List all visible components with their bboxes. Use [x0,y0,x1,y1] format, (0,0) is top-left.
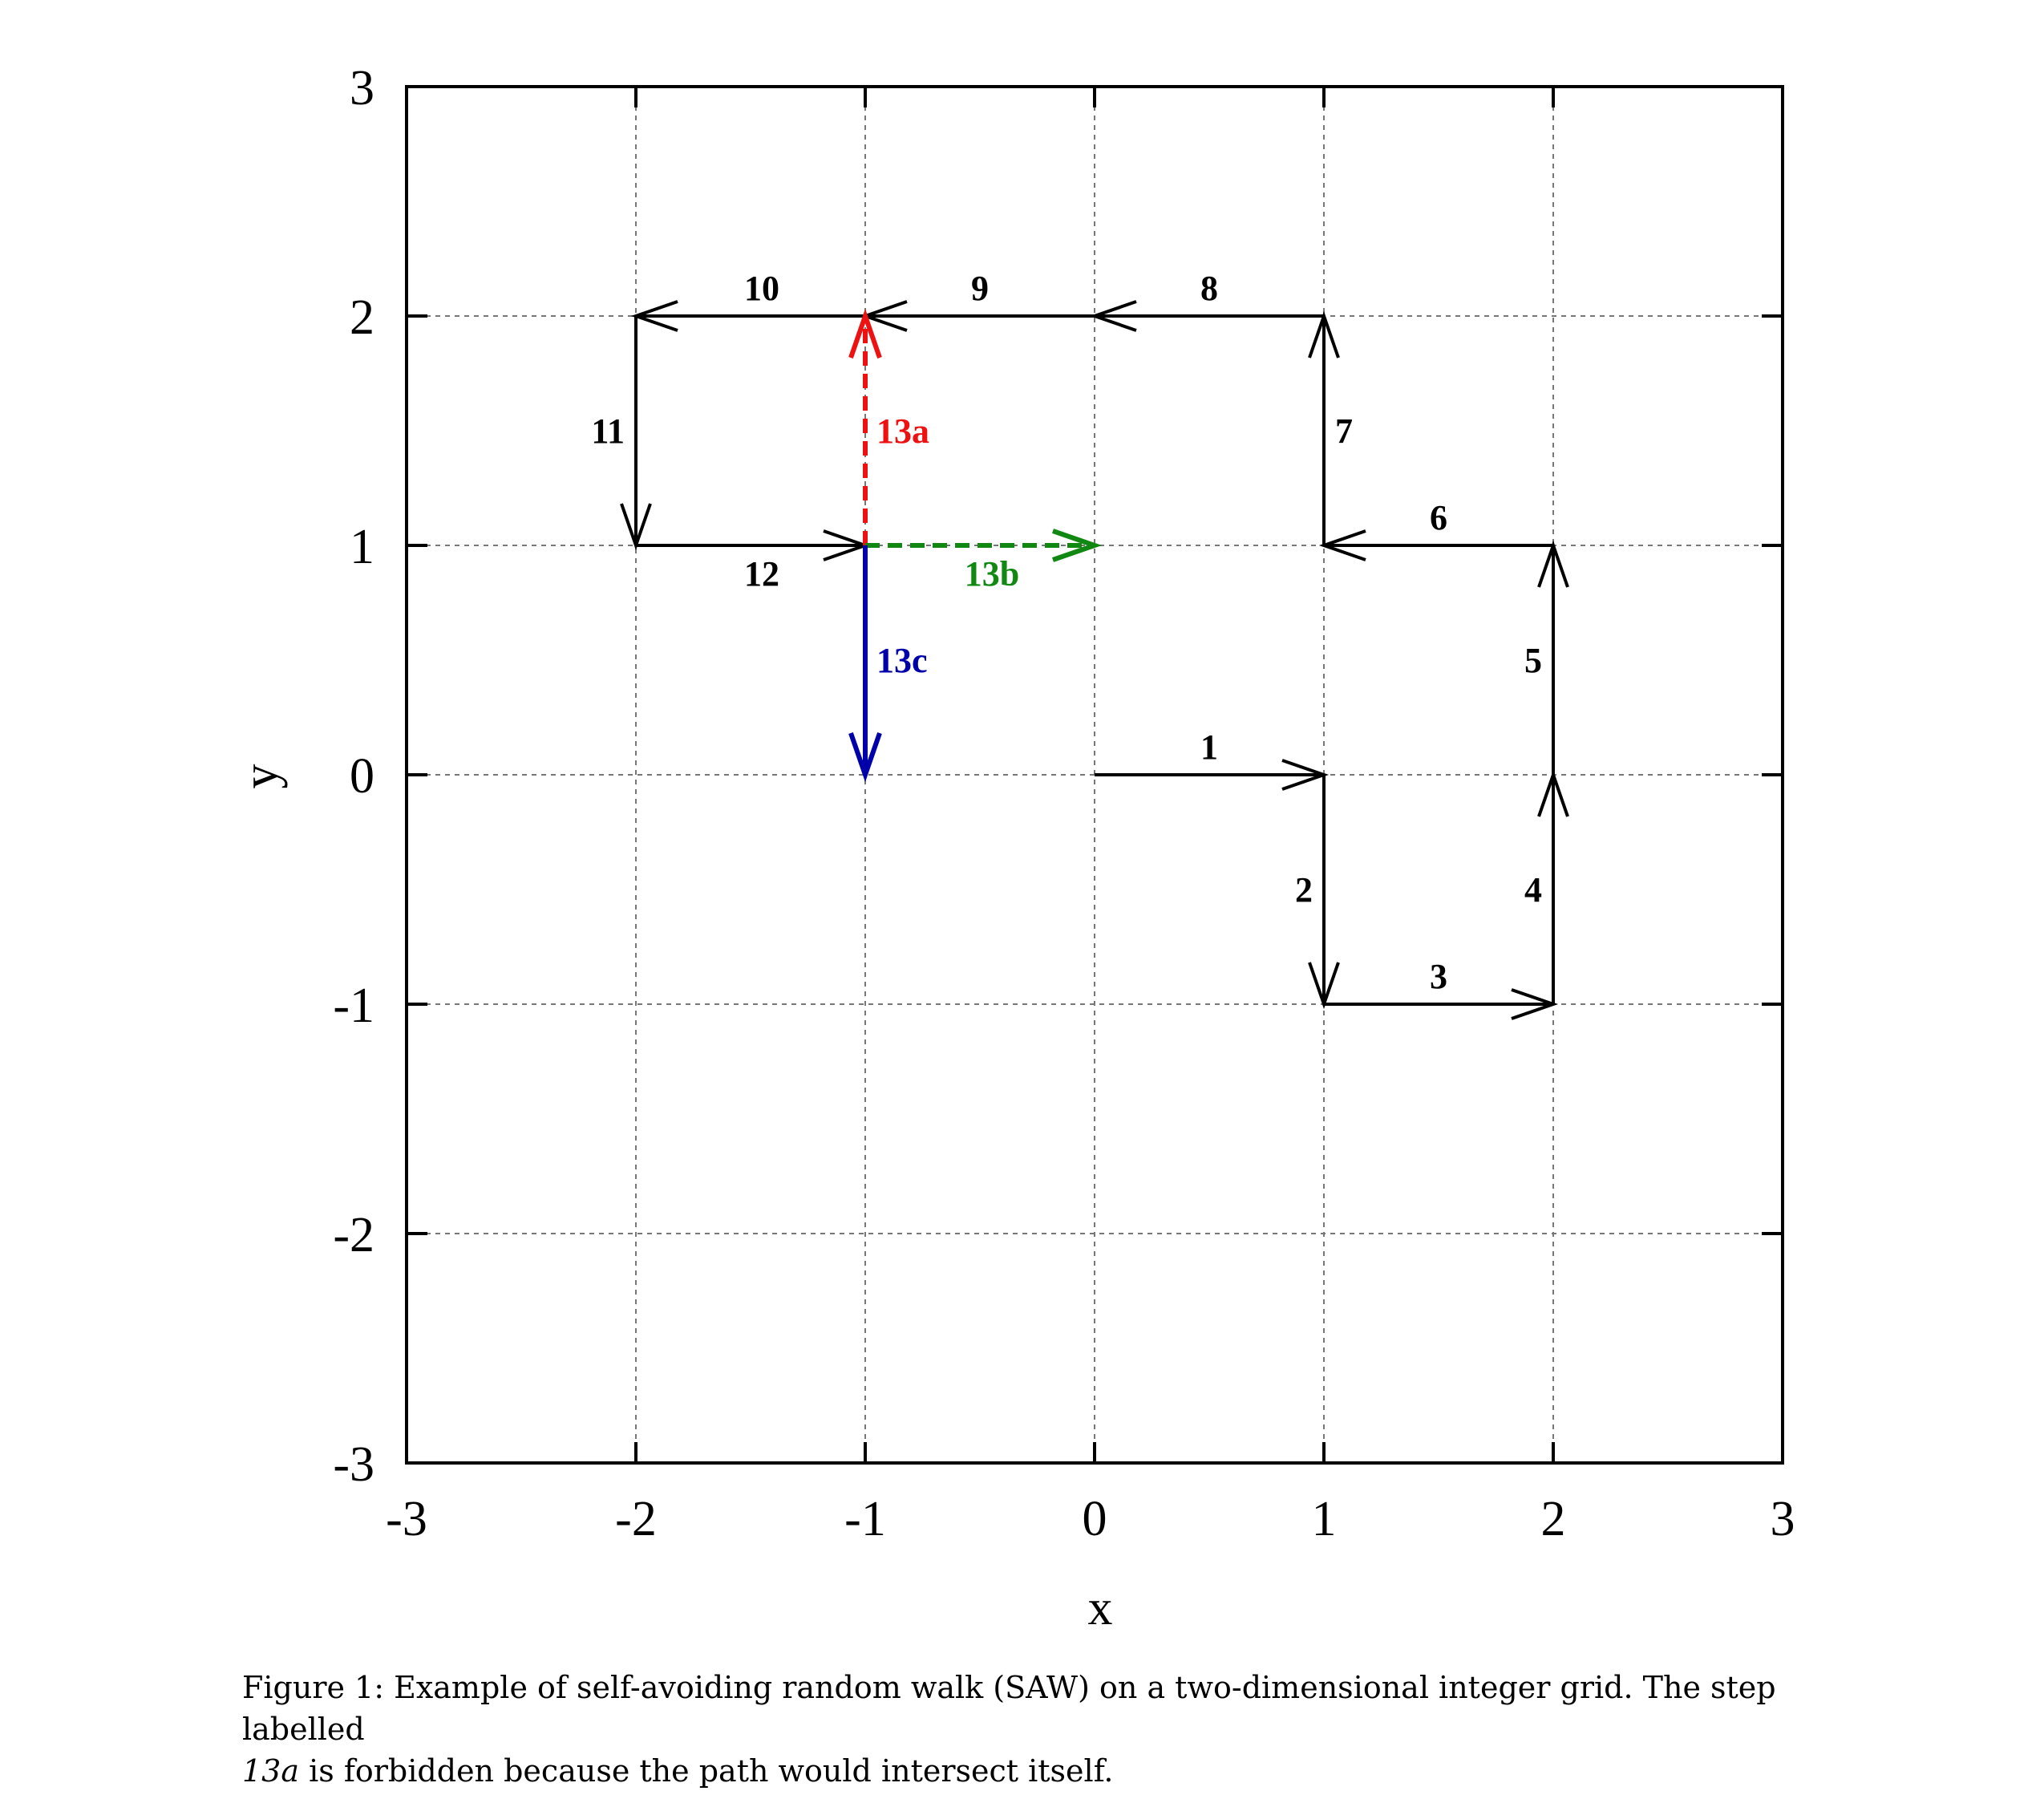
y-axis-label: y [233,764,288,789]
x-tick-label: 0 [1083,1492,1107,1546]
y-tick-label: 3 [350,61,374,115]
step-label: 8 [1200,269,1218,308]
caption-text: Figure 1: Example of self-avoiding rando… [242,1670,1776,1747]
step-7: 7 [1308,310,1353,545]
step-label: 6 [1430,498,1447,537]
step-4: 4 [1524,769,1569,1004]
arrowhead-icon [1052,529,1103,562]
step-label: 12 [744,554,779,594]
step-label: 11 [591,411,625,451]
caption-step-ref: 13a [242,1753,300,1789]
step-1: 1 [1095,727,1330,791]
x-tick-label: 3 [1771,1492,1795,1546]
x-tick-label: 2 [1541,1492,1566,1546]
step-label: 1 [1200,727,1218,767]
step-12: 12 [636,529,871,594]
step-13c: 13c [848,545,928,783]
y-tick-label: 2 [350,290,374,345]
plot-frame [405,85,1784,1465]
caption-text-end: is forbidden because the path would inte… [299,1753,1114,1789]
x-tick-label: 1 [1312,1492,1337,1546]
y-tick-label: 1 [350,520,374,574]
step-13a: 13a [848,308,929,545]
y-tick-label: -3 [333,1437,374,1492]
x-tick-label: -2 [615,1492,657,1546]
step-5: 5 [1524,540,1569,775]
step-10: 10 [630,269,865,332]
y-tick-label: -1 [333,979,374,1033]
y-tick-label: 0 [350,749,374,804]
figure-caption: Figure 1: Example of self-avoiding rando… [242,1667,1846,1792]
step-8: 8 [1089,269,1324,332]
step-label: 13c [876,641,928,680]
step-11: 11 [591,316,652,551]
x-tick-label: -1 [844,1492,886,1546]
step-label: 7 [1335,411,1353,451]
step-2: 2 [1295,775,1340,1010]
step-label: 3 [1430,957,1447,996]
step-3: 3 [1324,957,1559,1020]
x-axis-label: x [1088,1581,1113,1635]
step-label: 4 [1524,870,1542,910]
step-9: 9 [860,269,1095,332]
step-13b: 13b [865,529,1103,594]
step-label: 10 [744,269,779,308]
step-label: 13b [965,554,1019,594]
step-label: 2 [1295,870,1313,910]
y-tick-label: -2 [333,1208,374,1262]
step-label: 9 [971,269,989,308]
x-tick-label: -3 [386,1492,427,1546]
step-label: 13a [876,411,929,451]
step-label: 5 [1524,641,1542,680]
arrowhead-icon [848,732,882,783]
arrowhead-icon [848,308,882,359]
step-6: 6 [1318,498,1553,561]
